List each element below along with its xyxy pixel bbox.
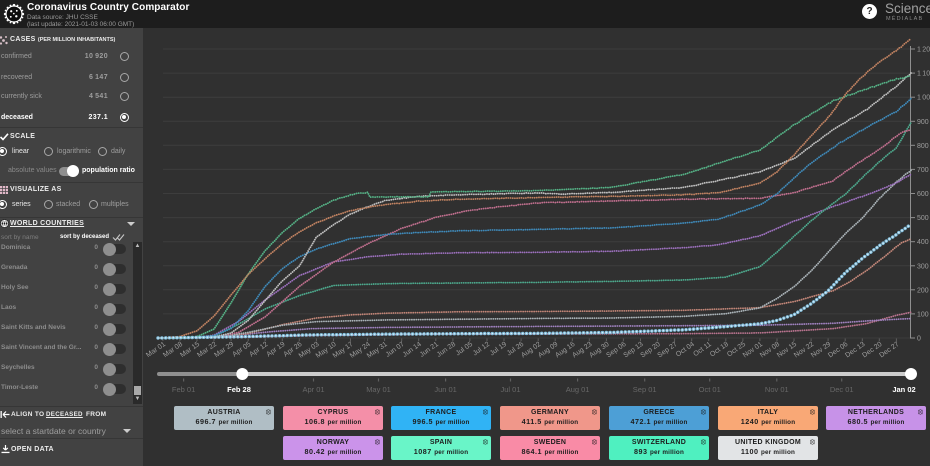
svg-text:Oct 18: Oct 18	[709, 341, 730, 359]
svg-text:Jun 01: Jun 01	[434, 385, 457, 394]
svg-text:Dec 01: Dec 01	[830, 385, 854, 394]
svg-text:500: 500	[917, 215, 929, 222]
svg-text:0: 0	[917, 336, 921, 343]
svg-text:Dec 27: Dec 27	[878, 341, 900, 360]
svg-text:1 100: 1 100	[917, 71, 930, 78]
svg-text:700: 700	[917, 167, 929, 174]
svg-text:Jul 05: Jul 05	[455, 341, 474, 358]
svg-text:100: 100	[917, 311, 929, 318]
svg-text:1 000: 1 000	[917, 95, 930, 102]
svg-text:Feb 28: Feb 28	[227, 385, 251, 394]
svg-text:Apr 19: Apr 19	[266, 341, 287, 359]
svg-text:Oct 04: Oct 04	[675, 341, 696, 359]
svg-text:1 200: 1 200	[917, 47, 930, 54]
svg-text:Sep 27: Sep 27	[657, 341, 679, 360]
svg-text:800: 800	[917, 143, 929, 150]
svg-text:Aug 01: Aug 01	[566, 385, 590, 394]
svg-text:600: 600	[917, 191, 929, 198]
svg-text:200: 200	[917, 287, 929, 294]
svg-text:Mar 29: Mar 29	[213, 341, 235, 359]
svg-text:Jul 01: Jul 01	[500, 385, 520, 394]
svg-text:300: 300	[917, 263, 929, 270]
svg-text:Feb 01: Feb 01	[172, 385, 195, 394]
svg-text:Jun 28: Jun 28	[436, 341, 457, 359]
svg-text:Apr 01: Apr 01	[302, 385, 324, 394]
svg-text:Jul 12: Jul 12	[472, 341, 491, 358]
svg-text:900: 900	[917, 119, 929, 126]
svg-text:Oct 01: Oct 01	[699, 385, 721, 394]
svg-text:May 01: May 01	[366, 385, 391, 394]
svg-text:Apr 12: Apr 12	[248, 341, 269, 359]
svg-text:Jul 19: Jul 19	[489, 341, 508, 358]
svg-text:Apr 05: Apr 05	[231, 341, 252, 359]
svg-text:Jan 02: Jan 02	[892, 385, 915, 394]
svg-text:400: 400	[917, 239, 929, 246]
svg-text:Sep 01: Sep 01	[633, 385, 657, 394]
svg-text:Nov 01: Nov 01	[765, 385, 789, 394]
